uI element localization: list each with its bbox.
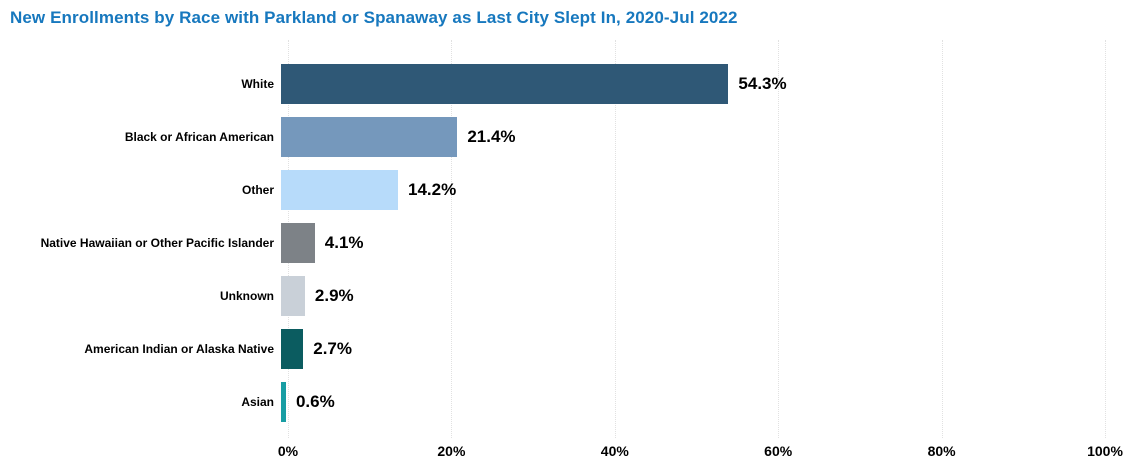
category-label: Asian (241, 394, 274, 409)
chart-row: Native Hawaiian or Other Pacific Islande… (0, 216, 1105, 269)
bar-track: 2.9% (281, 275, 1105, 316)
value-label: 2.9% (314, 285, 354, 305)
bar[interactable] (281, 328, 304, 369)
bar-track: 54.3% (281, 63, 1105, 104)
category-label: Native Hawaiian or Other Pacific Islande… (40, 235, 274, 250)
x-tick-label: 20% (437, 443, 466, 459)
chart-row: Black or African American 21.4% (0, 110, 1105, 163)
bar[interactable] (281, 222, 315, 263)
bar-track: 14.2% (281, 169, 1105, 210)
chart-rows: White 54.3% Black or African American 21.4%… (0, 57, 1105, 428)
value-label: 2.7% (313, 338, 352, 358)
gridline (614, 40, 616, 438)
category-label: White (241, 76, 274, 91)
bar[interactable] (281, 275, 305, 316)
bar[interactable] (281, 116, 458, 157)
x-tick-label: 100% (1087, 443, 1123, 459)
gridline (778, 40, 780, 438)
gridline (451, 40, 453, 438)
bar-chart: White 54.3% Black or African American 21.4%… (0, 40, 1123, 472)
x-tick-label: 40% (600, 443, 629, 459)
bar[interactable] (281, 169, 398, 210)
bar-track: 4.1% (281, 222, 1105, 263)
bar-track: 2.7% (281, 328, 1105, 369)
x-axis: 0% 20% 40% 60% 80% 100% (278, 443, 1123, 465)
value-label: 54.3% (738, 73, 787, 93)
bar-track: 21.4% (281, 116, 1105, 157)
chart-row: Unknown 2.9% (0, 269, 1105, 322)
bar[interactable] (281, 381, 286, 422)
value-label: 4.1% (324, 232, 364, 252)
category-label: Other (241, 182, 274, 197)
x-tick-label: 0% (277, 443, 299, 459)
chart-row: American Indian or Alaska Native 2.7% (0, 322, 1105, 375)
category-label: American Indian or Alaska Native (84, 341, 274, 356)
chart-row: White 54.3% (0, 57, 1105, 110)
bar[interactable] (281, 63, 729, 104)
gridline (1105, 40, 1106, 438)
chart-row: Asian 0.6% (0, 375, 1105, 428)
value-label: 0.6% (295, 391, 335, 411)
gridline (941, 40, 943, 438)
chart-title: New Enrollments by Race with Parkland or… (10, 8, 738, 27)
category-label: Black or African American (124, 129, 274, 144)
value-label: 14.2% (408, 179, 457, 199)
x-tick-label: 60% (764, 443, 793, 459)
x-tick-label: 80% (927, 443, 956, 459)
category-label: Unknown (220, 288, 274, 303)
bar-track: 0.6% (281, 381, 1105, 422)
chart-row: Other 14.2% (0, 163, 1105, 216)
value-label: 21.4% (467, 126, 516, 146)
